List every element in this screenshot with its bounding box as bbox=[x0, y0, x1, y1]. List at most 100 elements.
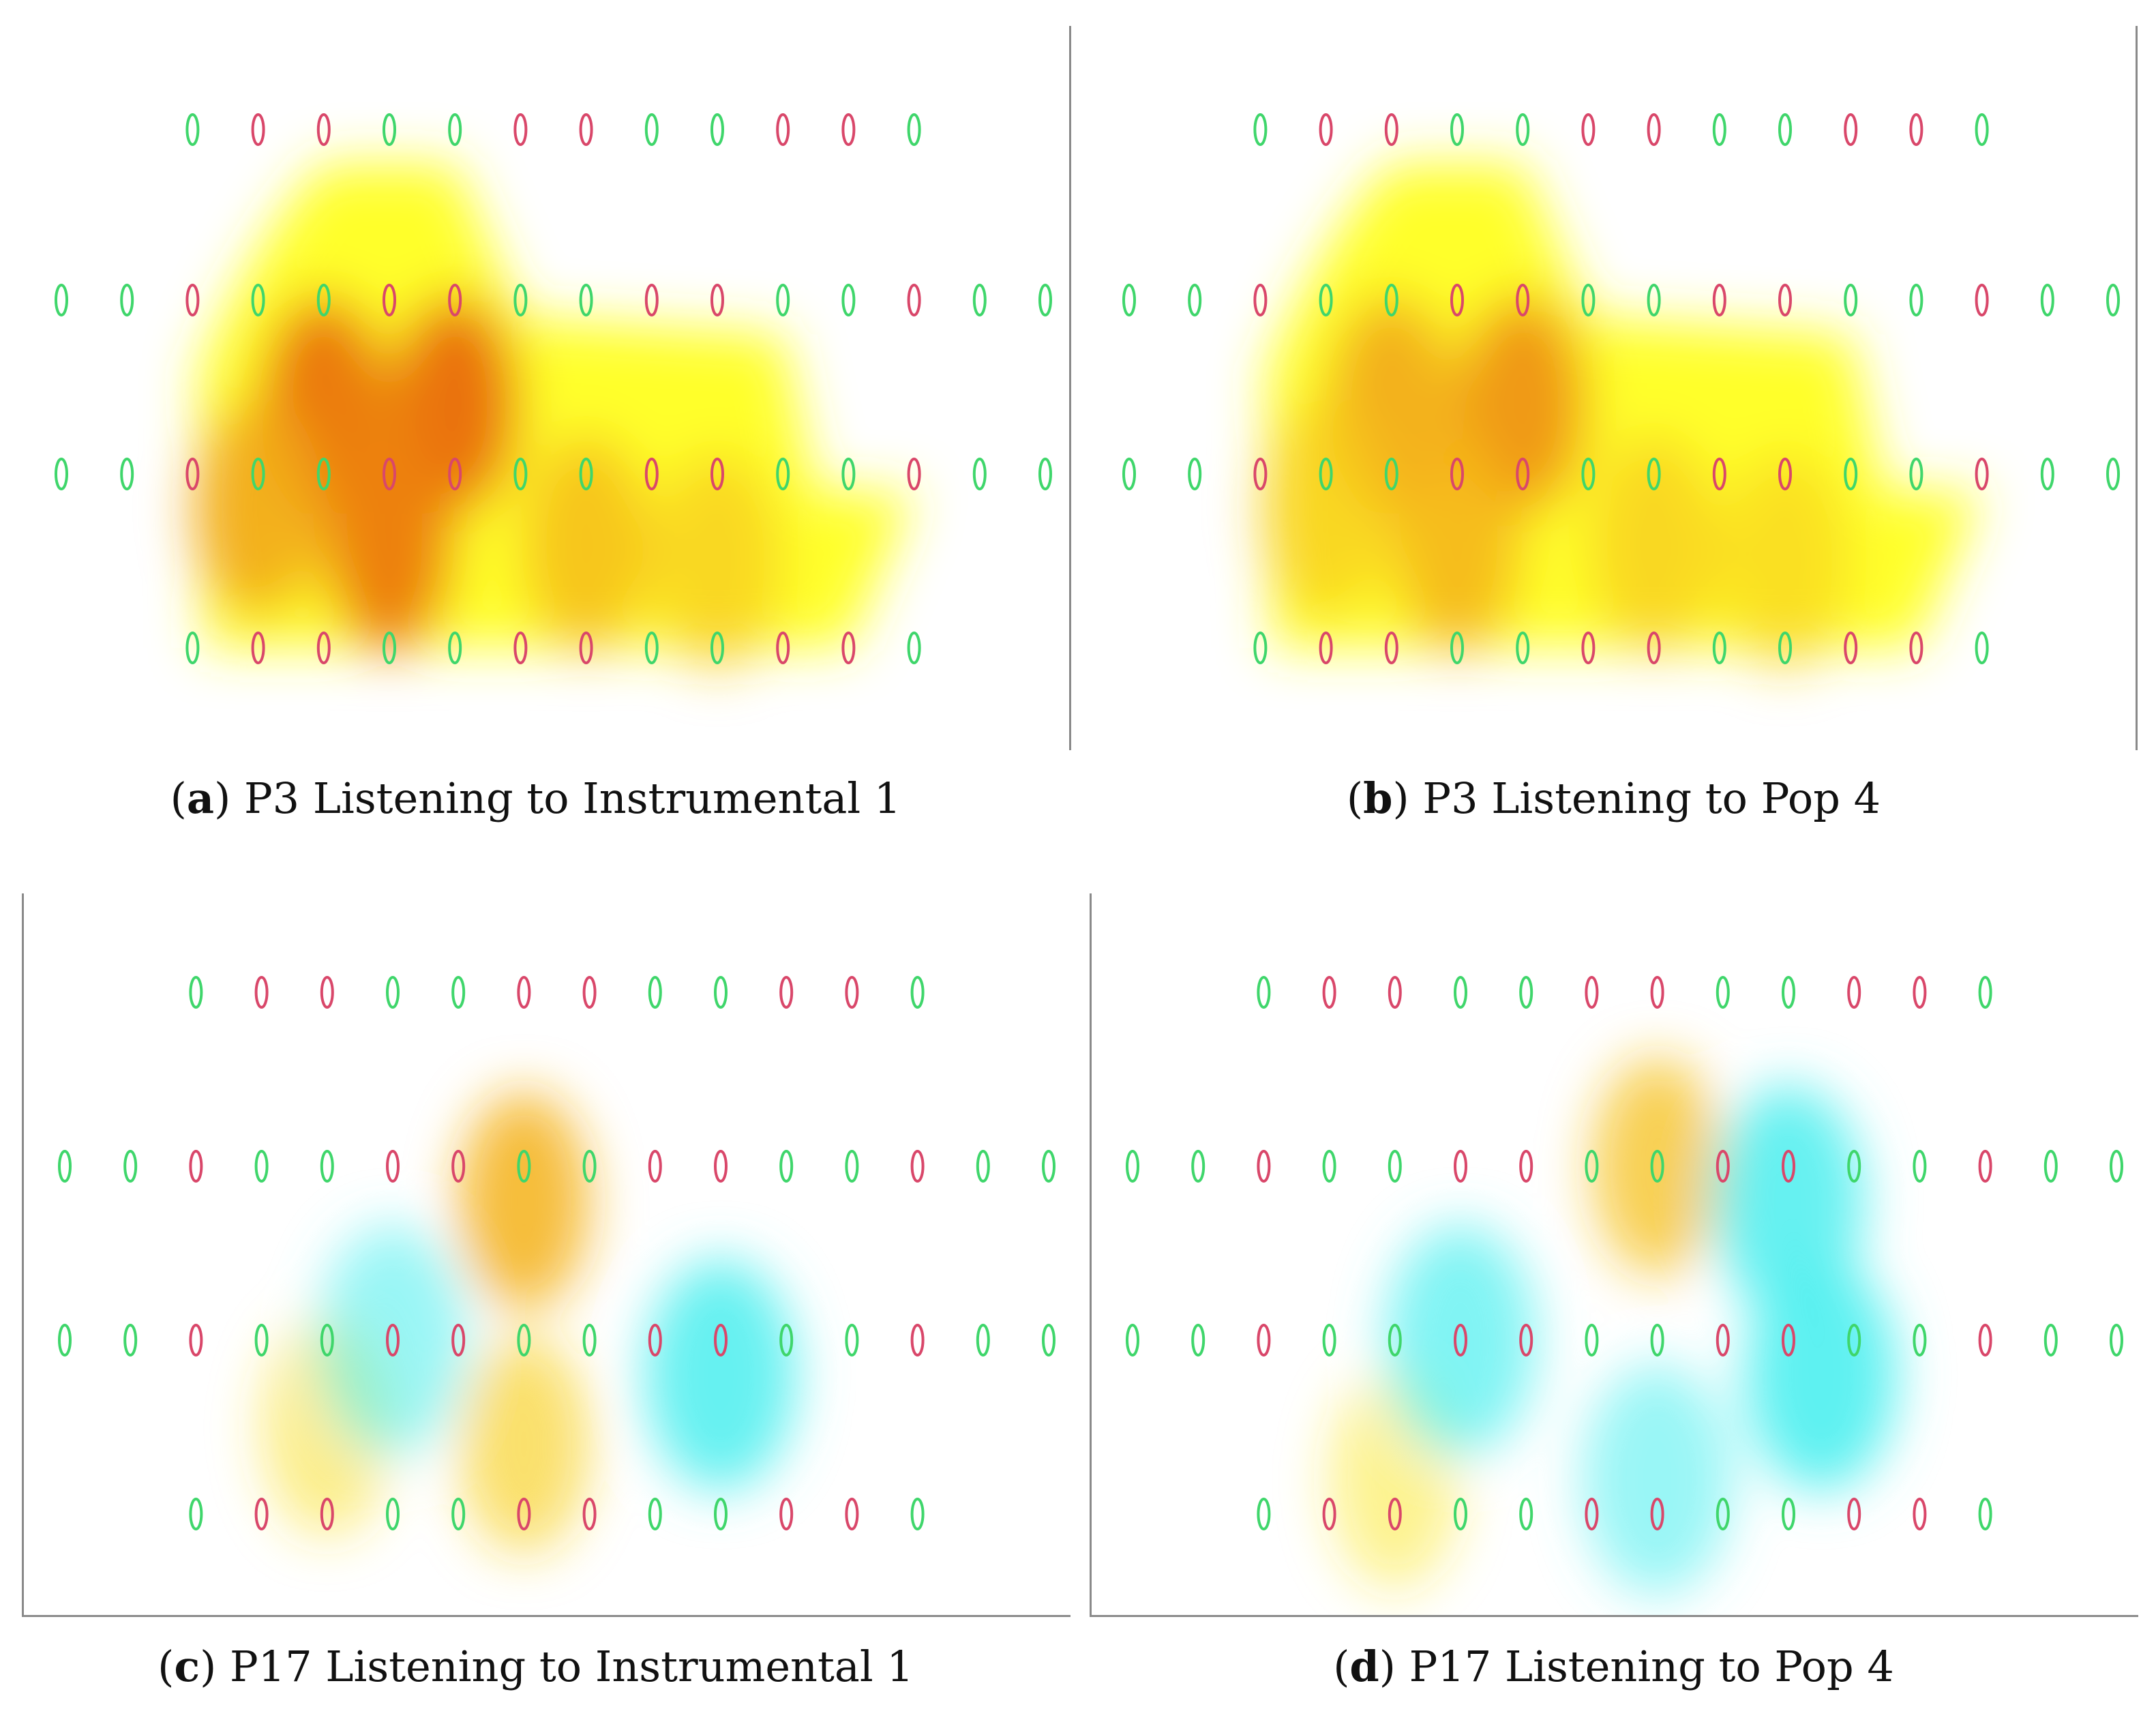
detector-optode-c-0-11 bbox=[910, 976, 925, 1009]
detector-optode-b-1-0 bbox=[1122, 284, 1136, 316]
source-optode-a-0-10 bbox=[841, 113, 856, 146]
source-optode-b-3-2 bbox=[1384, 632, 1398, 664]
source-optode-a-2-10 bbox=[710, 458, 724, 490]
detector-optode-d-2-14 bbox=[2043, 1324, 2058, 1356]
source-optode-d-2-2 bbox=[1257, 1324, 1271, 1356]
source-optode-d-1-13 bbox=[1978, 1150, 1992, 1183]
source-optode-a-3-10 bbox=[841, 632, 856, 664]
detector-optode-a-0-3 bbox=[383, 113, 396, 146]
detector-optode-d-0-4 bbox=[1519, 976, 1533, 1009]
detector-optode-d-2-4 bbox=[1388, 1324, 1402, 1356]
source-optode-a-1-10 bbox=[710, 284, 724, 316]
detector-optode-d-0-11 bbox=[1978, 976, 1992, 1009]
detector-optode-b-3-8 bbox=[1778, 632, 1792, 664]
source-optode-c-1-6 bbox=[451, 1150, 466, 1183]
source-optode-c-0-2 bbox=[320, 976, 334, 1009]
detector-optode-a-1-8 bbox=[579, 284, 593, 316]
source-optode-a-3-5 bbox=[513, 632, 528, 664]
source-optode-b-0-5 bbox=[1581, 113, 1596, 146]
source-optode-a-0-2 bbox=[316, 113, 331, 146]
source-optode-c-3-2 bbox=[320, 1498, 334, 1530]
detector-optode-c-0-8 bbox=[714, 976, 728, 1009]
detector-optode-a-2-15 bbox=[1038, 458, 1052, 490]
detector-optode-a-2-12 bbox=[841, 458, 856, 490]
panel-c: (c) P17 Listening to Instrumental 1 bbox=[0, 887, 1071, 1688]
detector-optode-d-3-11 bbox=[1978, 1498, 1992, 1530]
source-optode-b-1-9 bbox=[1712, 284, 1726, 316]
source-optode-b-1-6 bbox=[1516, 284, 1530, 316]
detector-optode-a-1-7 bbox=[513, 284, 528, 316]
source-optode-c-2-13 bbox=[910, 1324, 925, 1356]
detector-optode-d-3-4 bbox=[1519, 1498, 1533, 1530]
activation-blob-c-1 bbox=[459, 1335, 589, 1554]
detector-optode-d-2-11 bbox=[1847, 1324, 1861, 1356]
detector-optode-b-0-11 bbox=[1975, 113, 1989, 146]
source-optode-d-0-5 bbox=[1585, 976, 1599, 1009]
detector-optode-c-0-7 bbox=[648, 976, 662, 1009]
deactivation-blob-d-0 bbox=[1713, 1085, 1863, 1317]
detector-optode-b-0-7 bbox=[1712, 113, 1726, 146]
detector-optode-b-2-11 bbox=[1844, 458, 1858, 490]
source-optode-c-1-10 bbox=[714, 1150, 728, 1183]
detector-optode-d-1-0 bbox=[1126, 1150, 1139, 1183]
source-optode-b-2-2 bbox=[1253, 458, 1268, 490]
activation-field-c bbox=[262, 1092, 796, 1554]
source-optode-d-1-2 bbox=[1257, 1150, 1271, 1183]
detector-optode-b-2-14 bbox=[2040, 458, 2054, 490]
detector-optode-c-3-4 bbox=[451, 1498, 466, 1530]
detector-optode-d-0-8 bbox=[1782, 976, 1795, 1009]
source-optode-d-1-9 bbox=[1716, 1150, 1730, 1183]
detector-optode-d-3-7 bbox=[1716, 1498, 1730, 1530]
deactivation-blob-d-3 bbox=[1582, 1363, 1733, 1595]
source-optode-a-2-13 bbox=[907, 458, 921, 490]
detector-optode-d-2-1 bbox=[1191, 1324, 1206, 1356]
source-optode-a-2-2 bbox=[185, 458, 200, 490]
activation-blob-d-0 bbox=[1592, 1057, 1722, 1275]
detector-optode-b-0-4 bbox=[1516, 113, 1530, 146]
caption-d: (d) P17 Listening to Pop 4 bbox=[1333, 1642, 1894, 1691]
detector-optode-b-3-11 bbox=[1975, 632, 1989, 664]
source-optode-c-2-10 bbox=[714, 1324, 728, 1356]
source-optode-a-0-6 bbox=[579, 113, 593, 146]
detector-optode-d-2-3 bbox=[1322, 1324, 1336, 1356]
detector-optode-b-0-8 bbox=[1778, 113, 1792, 146]
detector-optode-b-1-3 bbox=[1319, 284, 1333, 316]
source-optode-b-2-13 bbox=[1975, 458, 1989, 490]
activation-blob-b-4 bbox=[1589, 434, 1719, 653]
source-optode-d-0-6 bbox=[1650, 976, 1664, 1009]
detector-optode-c-1-8 bbox=[582, 1150, 597, 1183]
source-optode-a-0-9 bbox=[776, 113, 790, 146]
detector-optode-d-2-0 bbox=[1126, 1324, 1139, 1356]
source-optode-c-3-5 bbox=[517, 1498, 531, 1530]
detector-optode-a-3-11 bbox=[907, 632, 921, 664]
detector-optode-c-1-7 bbox=[517, 1150, 531, 1183]
deactivation-blob-d-1 bbox=[1746, 1259, 1897, 1491]
source-optode-b-1-10 bbox=[1778, 284, 1792, 316]
detector-optode-c-3-11 bbox=[910, 1498, 925, 1530]
detector-optode-a-3-0 bbox=[185, 632, 200, 664]
source-optode-a-1-2 bbox=[185, 284, 200, 316]
source-optode-b-0-1 bbox=[1319, 113, 1333, 146]
baseline-d bbox=[1090, 1615, 2138, 1617]
source-optode-d-2-13 bbox=[1978, 1324, 1992, 1356]
detector-optode-b-3-3 bbox=[1450, 632, 1464, 664]
detector-optode-b-0-3 bbox=[1450, 113, 1464, 146]
detector-optode-a-2-14 bbox=[972, 458, 987, 490]
detector-optode-d-2-12 bbox=[1913, 1324, 1927, 1356]
source-optode-c-3-6 bbox=[582, 1498, 597, 1530]
source-optode-b-3-5 bbox=[1581, 632, 1596, 664]
source-optode-d-2-6 bbox=[1519, 1324, 1533, 1356]
detector-optode-d-1-11 bbox=[1847, 1150, 1861, 1183]
source-optode-c-2-5 bbox=[386, 1324, 400, 1356]
detector-optode-a-3-4 bbox=[448, 632, 462, 664]
panel-d: (d) P17 Listening to Pop 4 bbox=[1071, 887, 2156, 1688]
detector-optode-c-1-12 bbox=[845, 1150, 859, 1183]
caption-text-c: P17 Listening to Instrumental 1 bbox=[230, 1642, 914, 1691]
detector-optode-a-1-0 bbox=[55, 284, 68, 316]
detector-optode-b-1-7 bbox=[1581, 284, 1596, 316]
detector-optode-c-1-11 bbox=[779, 1150, 794, 1183]
detector-optode-a-0-4 bbox=[448, 113, 462, 146]
detector-optode-a-3-7 bbox=[644, 632, 659, 664]
activation-blob-a-4 bbox=[521, 434, 651, 653]
caption-letter-b: b bbox=[1363, 773, 1393, 823]
